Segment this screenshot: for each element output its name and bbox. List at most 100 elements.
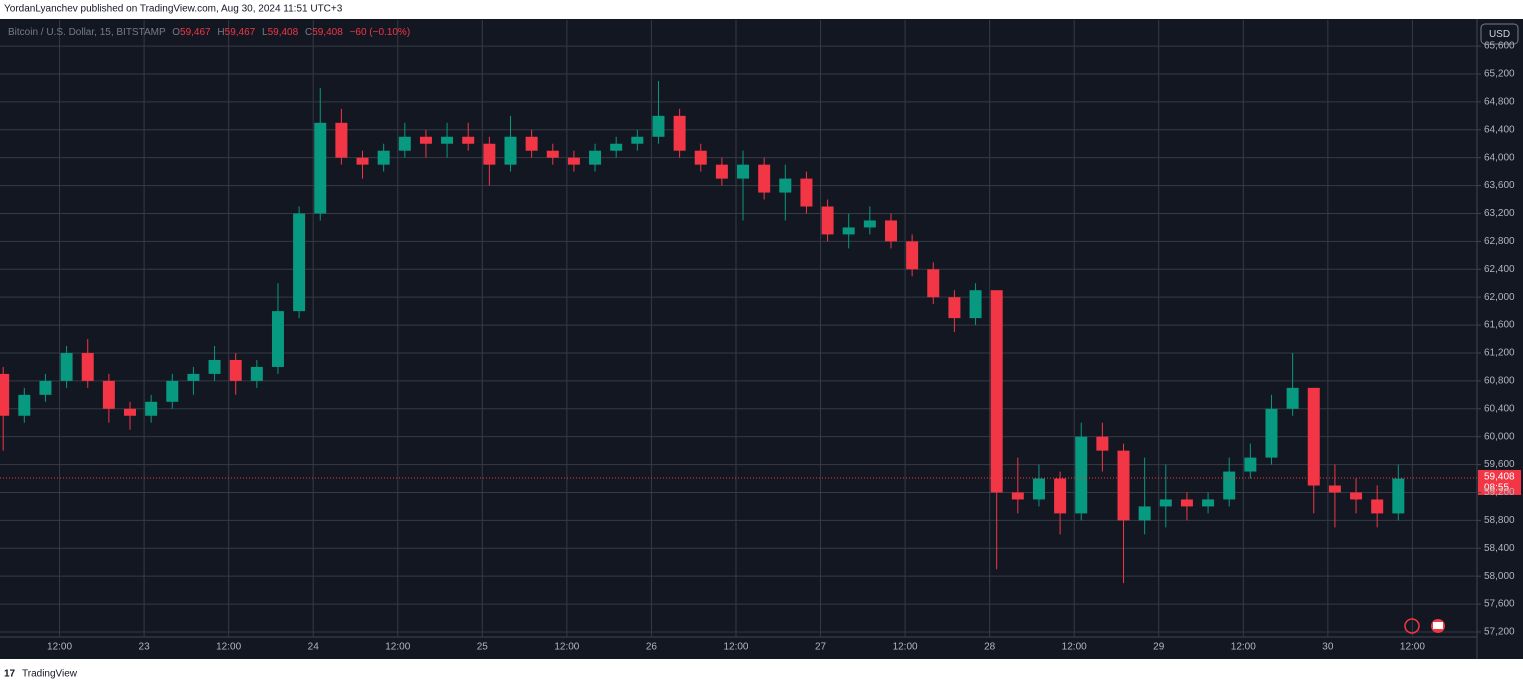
candle-body: [821, 206, 834, 235]
candle-body: [18, 394, 31, 416]
candle-body: [1159, 499, 1172, 507]
y-tick-label: 58,800: [1484, 515, 1515, 526]
candle-body: [229, 359, 242, 381]
ohlc-key: L: [262, 27, 268, 38]
candle-body: [1032, 478, 1045, 500]
candle-body: [546, 150, 559, 158]
candle-body: [1371, 499, 1384, 514]
y-tick-label: 63,600: [1484, 180, 1515, 191]
candle-body: [250, 366, 263, 381]
candle-body: [504, 136, 517, 165]
y-tick-label: 62,800: [1484, 236, 1515, 247]
candle-body: [145, 401, 158, 416]
x-tick-label: 30: [1322, 642, 1334, 653]
logo-mark: 17: [4, 669, 16, 680]
y-tick-label: 60,000: [1484, 431, 1515, 442]
y-tick-label: 58,400: [1484, 543, 1515, 554]
candle-body: [863, 220, 876, 228]
y-tick-label: 65,200: [1484, 69, 1515, 80]
candle-body: [335, 122, 348, 158]
y-tick-label: 65,600: [1484, 41, 1515, 52]
ohlc-value: 59,408: [312, 27, 343, 38]
candle-body: [293, 213, 306, 312]
x-tick-label: 27: [815, 642, 827, 653]
candle-body: [441, 136, 454, 144]
x-tick-label: 12:00: [723, 642, 748, 653]
candle-body: [906, 241, 919, 270]
candle-body: [1223, 471, 1236, 500]
publisher-line: YordanLyanchev published on TradingView.…: [4, 4, 343, 15]
alert-icon[interactable]: [1404, 618, 1420, 634]
y-tick-label: 62,400: [1484, 264, 1515, 275]
candle-body: [377, 150, 390, 165]
y-tick-label: 61,200: [1484, 348, 1515, 359]
candle-body: [1286, 387, 1299, 409]
ohlc-value: 59,467: [180, 27, 211, 38]
candle-body: [673, 115, 686, 151]
y-tick-label: 60,400: [1484, 403, 1515, 414]
y-tick-label: 57,200: [1484, 627, 1515, 638]
x-tick-label: 12:00: [1400, 642, 1425, 653]
y-tick-label: 61,600: [1484, 320, 1515, 331]
candle-body: [884, 220, 897, 242]
candle-body: [610, 143, 623, 151]
candle-body: [567, 157, 580, 165]
candle-body: [60, 352, 73, 381]
x-tick-label: 12:00: [1231, 642, 1256, 653]
x-tick-label: 12:00: [385, 642, 410, 653]
candle-body: [842, 227, 855, 235]
candle-body: [779, 178, 792, 193]
candle-body: [1096, 436, 1109, 451]
ohlc-key: O: [172, 27, 180, 38]
countdown: 08:55: [1484, 483, 1509, 494]
candle-body: [187, 373, 200, 381]
x-tick-label: 29: [1153, 642, 1165, 653]
candle-body: [631, 136, 644, 144]
candle-body: [1392, 478, 1405, 514]
candle-body: [694, 150, 707, 165]
ohlc-key: H: [217, 27, 224, 38]
change: −60 (−0.10%): [350, 27, 411, 38]
ohlc-value: 59,408: [268, 27, 299, 38]
candle-body: [1180, 499, 1193, 507]
y-tick-label: 58,000: [1484, 571, 1515, 582]
candle-body: [102, 380, 115, 409]
last-price-box: [1478, 469, 1521, 495]
x-tick-label: 23: [139, 642, 151, 653]
candle-body: [1307, 387, 1320, 486]
candle-body: [1265, 408, 1278, 458]
candle-body: [271, 311, 284, 367]
candle-body: [1328, 485, 1341, 493]
candle-body: [39, 380, 52, 395]
currency-button[interactable]: [1480, 23, 1519, 45]
candle-body: [1117, 450, 1130, 521]
x-tick-label: 12:00: [1062, 642, 1087, 653]
x-tick-label: 25: [477, 642, 489, 653]
candle-body: [124, 408, 137, 416]
y-tick-label: 60,800: [1484, 376, 1515, 387]
candle-body: [1350, 492, 1363, 500]
candle-body: [314, 122, 327, 214]
candle-body: [652, 115, 665, 137]
candle-body: [483, 143, 496, 165]
x-tick-label: 12:00: [47, 642, 72, 653]
y-tick-label: 64,400: [1484, 124, 1515, 135]
market-icon-flag: [1433, 622, 1443, 629]
x-tick-label: 12:00: [893, 642, 918, 653]
candle-body: [356, 157, 369, 165]
candle-body: [1011, 492, 1024, 500]
candle-body: [166, 380, 179, 402]
y-tick-label: 64,000: [1484, 152, 1515, 163]
candle-body: [1138, 506, 1151, 521]
chart-background: [0, 19, 1523, 659]
last-price-label: 59,408: [1484, 472, 1515, 483]
candle-body: [81, 352, 94, 381]
symbol: Bitcoin / U.S. Dollar, 15, BITSTAMP: [8, 27, 166, 38]
currency-label[interactable]: USD: [1489, 29, 1510, 40]
candle-body: [0, 373, 10, 416]
candle-body: [715, 164, 728, 179]
candle-body: [589, 150, 602, 165]
y-tick-label: 62,000: [1484, 292, 1515, 303]
